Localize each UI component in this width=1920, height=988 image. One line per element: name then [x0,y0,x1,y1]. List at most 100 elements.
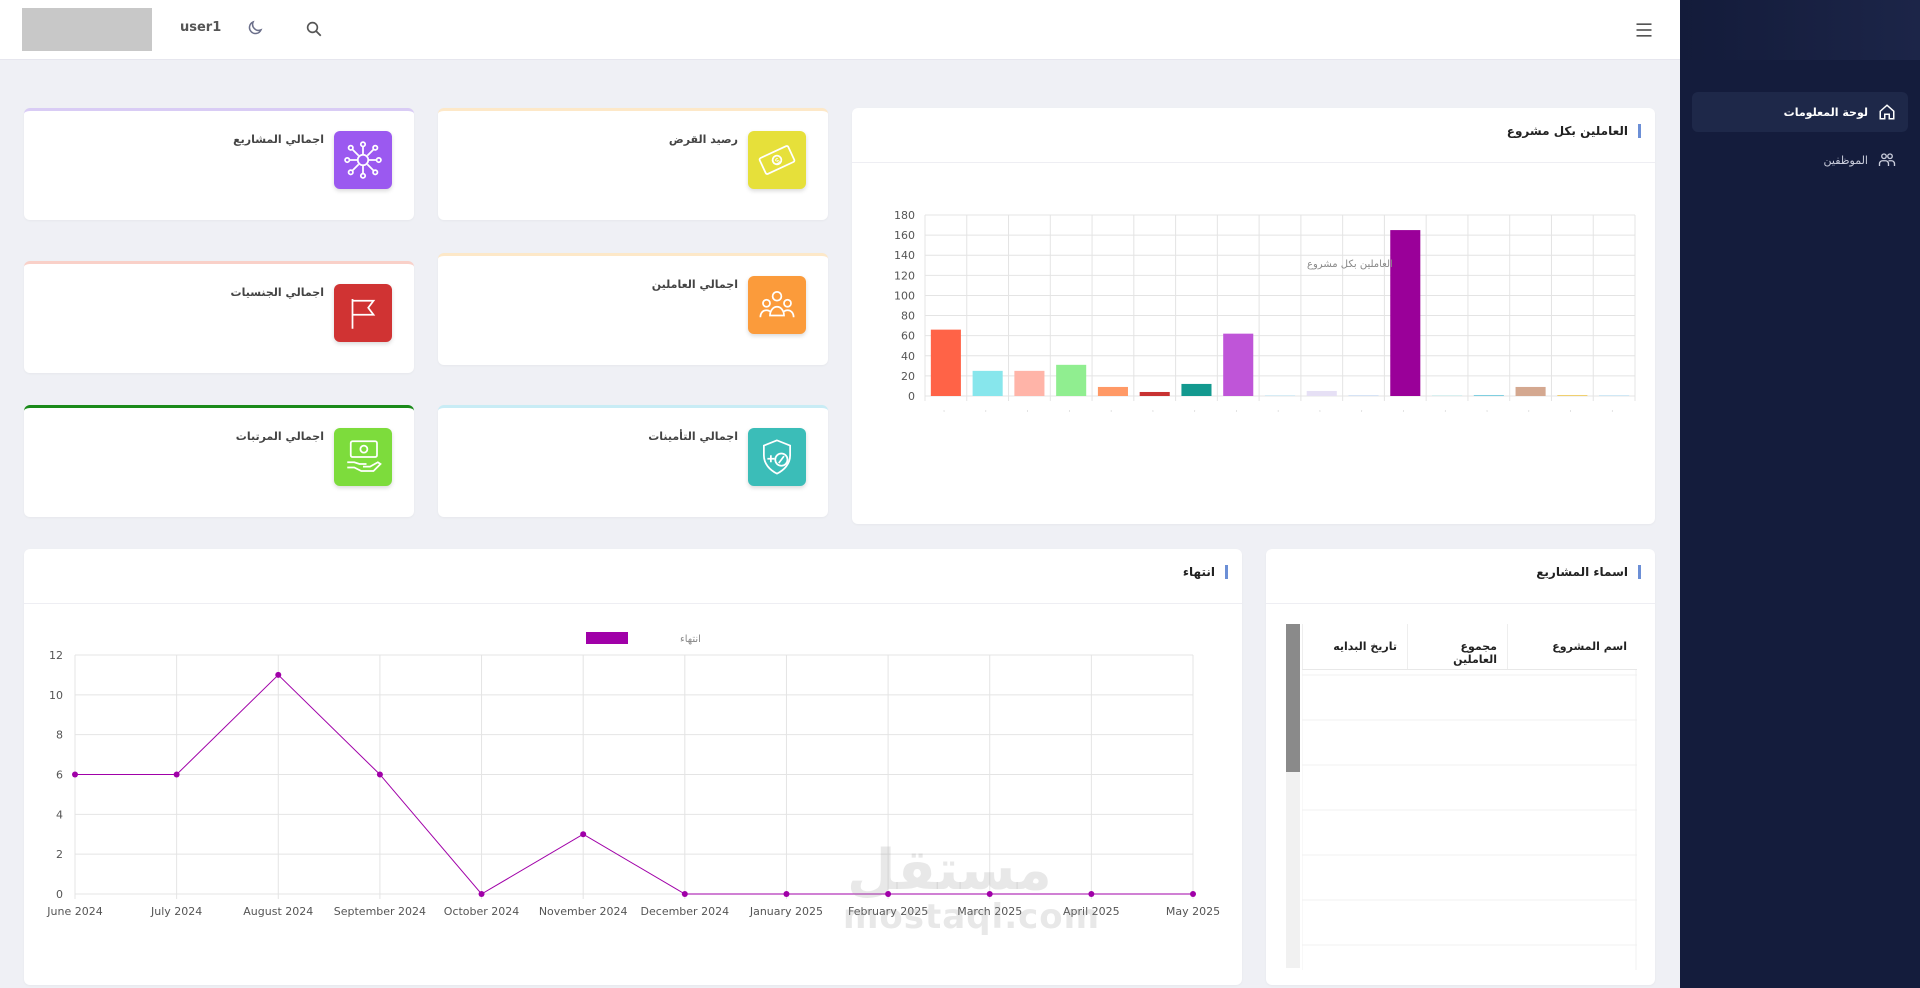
x-tick-label: April 2025 [1063,905,1120,918]
stat-card-title: اجمالي المرتبات [235,430,324,443]
x-tick-label: · [1066,409,1073,414]
x-tick-label: · [1568,409,1575,414]
y-tick-label: 120 [894,269,915,282]
bar [1473,394,1504,396]
data-point [173,771,180,778]
bar [1056,364,1087,396]
y-tick-label: 60 [901,330,915,343]
x-tick-label: March 2025 [957,905,1022,918]
panel-divider [852,162,1655,163]
search-icon[interactable] [305,20,323,38]
watermark-arabic: مستقل [847,838,1052,903]
y-tick-label: 180 [894,209,915,222]
y-tick-label: 40 [901,350,915,363]
stat-card-projects[interactable]: اجمالي المشاريع [24,108,414,220]
watermark-latin: mostaql.com [843,897,1101,937]
y-tick-label: 0 [908,390,915,403]
svg-text:$: $ [773,156,781,166]
bar [1223,333,1254,396]
x-tick-label: November 2024 [539,905,628,918]
money-bill-icon: $ [748,131,806,189]
x-tick-label: · [1609,409,1616,414]
bar [1139,391,1170,396]
stat-card-workers[interactable]: اجمالي العاملين [438,253,828,365]
panel-divider [1266,603,1655,604]
x-tick-label: · [1275,409,1282,414]
x-tick-label: · [1192,409,1199,414]
end-date-panel: انتهاء 0 2 4 6 8 10 12 June 2024 July 2024 August… [24,549,1242,985]
bar [1014,370,1045,396]
menu-toggle-icon[interactable] [1634,20,1654,40]
sidebar-item-label: الموظفين [1823,153,1868,167]
users-icon [1878,153,1896,166]
x-tick-label: May 2025 [1166,905,1220,918]
x-tick-label: September 2024 [334,905,426,918]
data-point [1190,891,1196,897]
y-tick-label: 80 [901,310,915,323]
logo-placeholder [22,8,152,51]
column-header-total-workers[interactable]: مجموع العاملين [1407,624,1507,669]
x-tick-label: · [1526,409,1533,414]
sidebar-item-dashboard[interactable]: لوحة المعلومات [1692,92,1908,132]
x-tick-label: · [1484,409,1491,414]
y-tick-label: 0 [56,888,63,901]
panel-title: اسماء المشاريع [1536,565,1641,579]
bar [1348,395,1379,396]
sidebar-item-label: لوحة المعلومات [1783,105,1868,119]
projects-table: اسم المشروع مجموع العاملين تاريخ البدايه [1286,624,1637,972]
data-point [1088,891,1095,897]
x-tick-label: August 2024 [243,905,313,918]
x-tick-label: · [1317,409,1324,414]
bar [1557,394,1588,396]
data-point [885,891,892,897]
legend-label: العاملين بكل مشروع [1307,259,1393,270]
sidebar-item-employees[interactable]: الموظفين [1692,140,1908,180]
x-tick-label: · [1108,409,1115,414]
y-tick-label: 20 [901,370,915,383]
x-tick-label: · [1233,409,1240,414]
stat-card-title: اجمالي الجنسيات [230,286,324,299]
workers-bar-chart: 0 20 40 60 80 100 120 140 160 180 · · · · · · · · · · · · · · · ·… [894,209,1636,414]
moon-icon[interactable] [246,19,264,37]
sidebar: لوحة المعلومات الموظفين [1680,0,1920,988]
flag-icon [334,284,392,342]
y-tick-label: 12 [49,649,63,662]
home-icon [1879,104,1895,120]
top-header: user1 [0,0,1680,60]
salary-hand-icon [334,428,392,486]
x-tick-label: · [1025,409,1032,414]
table-scrollbar[interactable] [1286,624,1300,968]
stat-card-loan[interactable]: رصيد القرض $ [438,108,828,220]
stat-card-title: اجمالي العاملين [651,278,738,291]
stat-card-salaries[interactable]: اجمالي المرتبات [24,405,414,517]
shield-percent-icon [748,428,806,486]
column-header-project-name[interactable]: اسم المشروع [1507,624,1637,669]
x-tick-label: June 2024 [46,905,102,918]
bar [1264,395,1296,396]
y-tick-label: 8 [56,729,63,742]
data-point [72,771,78,778]
workers-per-project-panel: العاملين بكل مشروع 0 20 40 60 80 100 120 140 160… [852,108,1655,524]
scrollbar-thumb[interactable] [1286,624,1300,772]
y-tick-label: 4 [56,808,63,821]
series-line [75,674,1193,895]
panel-title: العاملين بكل مشروع [1507,124,1641,138]
column-header-start-date[interactable]: تاريخ البدايه [1302,624,1407,669]
stat-card-title: اجمالي المشاريع [233,133,324,146]
bar [1515,386,1546,396]
stat-card-title: رصيد القرض [668,133,738,146]
y-tick-label: 160 [894,229,915,242]
table-grid [1302,670,1637,970]
x-tick-label: January 2025 [749,905,823,918]
y-tick-label: 140 [894,249,915,262]
username-label[interactable]: user1 [180,20,222,35]
x-tick-label: · [1400,409,1407,414]
bar [1181,383,1212,396]
x-tick-label: · [1442,409,1449,414]
stat-card-nationalities[interactable]: اجمالي الجنسيات [24,261,414,373]
x-tick-label: · [941,409,948,414]
panel-divider [24,603,1242,604]
bar [930,329,961,396]
stat-card-insurance[interactable]: اجمالي التأمينات [438,405,828,517]
bar [1390,230,1421,396]
